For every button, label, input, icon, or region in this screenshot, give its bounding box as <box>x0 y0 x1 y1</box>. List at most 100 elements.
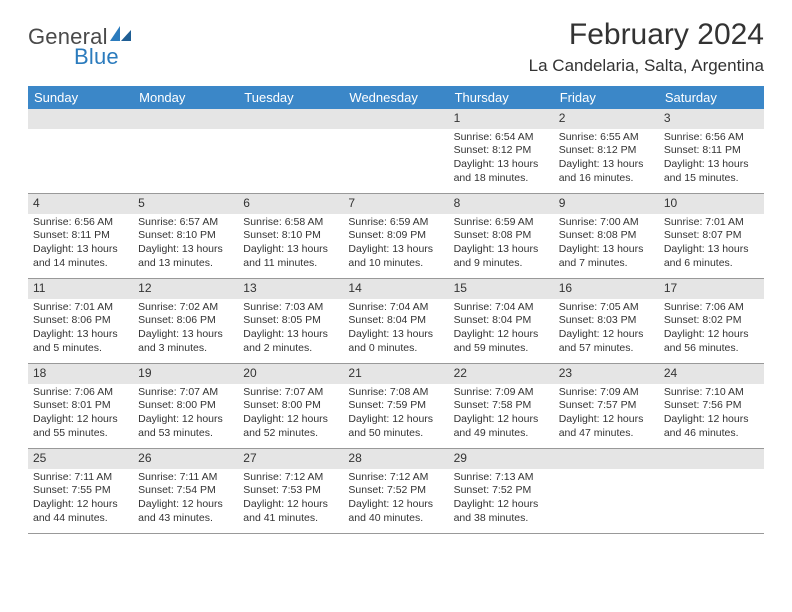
daylight-line-2: and 38 minutes. <box>454 512 549 526</box>
sunrise-line: Sunrise: 7:11 AM <box>138 471 233 485</box>
day-number: 22 <box>454 366 467 380</box>
sunset-line: Sunset: 8:10 PM <box>243 229 338 243</box>
sunrise-line: Sunrise: 6:58 AM <box>243 216 338 230</box>
daylight-line-2: and 16 minutes. <box>559 172 654 186</box>
sunrise-line: Sunrise: 7:09 AM <box>454 386 549 400</box>
sunset-line: Sunset: 7:56 PM <box>664 399 759 413</box>
sunrise-line: Sunrise: 7:09 AM <box>559 386 654 400</box>
daylight-line-2: and 40 minutes. <box>348 512 443 526</box>
daylight-line-1: Daylight: 13 hours <box>454 158 549 172</box>
day-num-bar: 8 <box>449 194 554 214</box>
sunset-line: Sunset: 8:05 PM <box>243 314 338 328</box>
sunrise-line: Sunrise: 6:54 AM <box>454 131 549 145</box>
dow-monday: Monday <box>133 86 238 109</box>
day-cell: 11Sunrise: 7:01 AMSunset: 8:06 PMDayligh… <box>28 279 133 363</box>
month-title: February 2024 <box>529 18 764 52</box>
day-num-bar: 9 <box>554 194 659 214</box>
daylight-line-1: Daylight: 13 hours <box>243 328 338 342</box>
day-number: 14 <box>348 281 361 295</box>
day-cell: 19Sunrise: 7:07 AMSunset: 8:00 PMDayligh… <box>133 364 238 448</box>
day-number: 27 <box>243 451 256 465</box>
sunrise-line: Sunrise: 7:05 AM <box>559 301 654 315</box>
day-number: 19 <box>138 366 151 380</box>
day-cell: 6Sunrise: 6:58 AMSunset: 8:10 PMDaylight… <box>238 194 343 278</box>
day-cell: 13Sunrise: 7:03 AMSunset: 8:05 PMDayligh… <box>238 279 343 363</box>
day-num-bar: 17 <box>659 279 764 299</box>
sunrise-line: Sunrise: 7:11 AM <box>33 471 128 485</box>
day-cell: 4Sunrise: 6:56 AMSunset: 8:11 PMDaylight… <box>28 194 133 278</box>
day-number: 2 <box>559 111 566 125</box>
sunset-line: Sunset: 7:53 PM <box>243 484 338 498</box>
day-number: 11 <box>33 281 45 295</box>
daylight-line-1: Daylight: 12 hours <box>664 328 759 342</box>
dow-wednesday: Wednesday <box>343 86 448 109</box>
daylight-line-2: and 50 minutes. <box>348 427 443 441</box>
calendar: SundayMondayTuesdayWednesdayThursdayFrid… <box>28 86 764 534</box>
day-cell: 8Sunrise: 6:59 AMSunset: 8:08 PMDaylight… <box>449 194 554 278</box>
sunset-line: Sunset: 8:10 PM <box>138 229 233 243</box>
day-num-bar <box>554 449 659 469</box>
daylight-line-1: Daylight: 13 hours <box>559 158 654 172</box>
day-num-bar: 22 <box>449 364 554 384</box>
day-cell-empty <box>28 109 133 193</box>
daylight-line-1: Daylight: 12 hours <box>348 413 443 427</box>
sunset-line: Sunset: 8:02 PM <box>664 314 759 328</box>
daylight-line-1: Daylight: 12 hours <box>348 498 443 512</box>
day-num-bar <box>133 109 238 129</box>
day-cell: 22Sunrise: 7:09 AMSunset: 7:58 PMDayligh… <box>449 364 554 448</box>
sunset-line: Sunset: 8:00 PM <box>138 399 233 413</box>
sunrise-line: Sunrise: 6:55 AM <box>559 131 654 145</box>
sunrise-line: Sunrise: 6:56 AM <box>33 216 128 230</box>
day-num-bar <box>238 109 343 129</box>
sunrise-line: Sunrise: 7:08 AM <box>348 386 443 400</box>
dow-saturday: Saturday <box>659 86 764 109</box>
week-row: 4Sunrise: 6:56 AMSunset: 8:11 PMDaylight… <box>28 194 764 279</box>
week-row: 1Sunrise: 6:54 AMSunset: 8:12 PMDaylight… <box>28 109 764 194</box>
daylight-line-1: Daylight: 12 hours <box>243 413 338 427</box>
day-number: 12 <box>138 281 151 295</box>
day-cell: 12Sunrise: 7:02 AMSunset: 8:06 PMDayligh… <box>133 279 238 363</box>
daylight-line-2: and 52 minutes. <box>243 427 338 441</box>
daylight-line-2: and 59 minutes. <box>454 342 549 356</box>
day-cell: 15Sunrise: 7:04 AMSunset: 8:04 PMDayligh… <box>449 279 554 363</box>
sunrise-line: Sunrise: 7:12 AM <box>243 471 338 485</box>
daylight-line-2: and 43 minutes. <box>138 512 233 526</box>
page: GeneralBlue February 2024 La Candelaria,… <box>0 0 792 552</box>
daylight-line-2: and 6 minutes. <box>664 257 759 271</box>
day-cell: 1Sunrise: 6:54 AMSunset: 8:12 PMDaylight… <box>449 109 554 193</box>
day-number: 1 <box>454 111 461 125</box>
sunset-line: Sunset: 7:57 PM <box>559 399 654 413</box>
daylight-line-2: and 3 minutes. <box>138 342 233 356</box>
day-num-bar: 6 <box>238 194 343 214</box>
day-num-bar: 25 <box>28 449 133 469</box>
sunrise-line: Sunrise: 7:13 AM <box>454 471 549 485</box>
dow-tuesday: Tuesday <box>238 86 343 109</box>
daylight-line-1: Daylight: 12 hours <box>138 413 233 427</box>
daylight-line-1: Daylight: 13 hours <box>138 243 233 257</box>
day-number: 9 <box>559 196 566 210</box>
day-number: 16 <box>559 281 572 295</box>
sunset-line: Sunset: 8:11 PM <box>664 144 759 158</box>
daylight-line-1: Daylight: 13 hours <box>664 243 759 257</box>
logo: GeneralBlue <box>28 24 133 70</box>
day-number: 25 <box>33 451 46 465</box>
daylight-line-2: and 11 minutes. <box>243 257 338 271</box>
day-cell: 10Sunrise: 7:01 AMSunset: 8:07 PMDayligh… <box>659 194 764 278</box>
daylight-line-1: Daylight: 13 hours <box>33 328 128 342</box>
daylight-line-2: and 14 minutes. <box>33 257 128 271</box>
day-cell: 17Sunrise: 7:06 AMSunset: 8:02 PMDayligh… <box>659 279 764 363</box>
sunset-line: Sunset: 7:58 PM <box>454 399 549 413</box>
daylight-line-2: and 49 minutes. <box>454 427 549 441</box>
week-row: 25Sunrise: 7:11 AMSunset: 7:55 PMDayligh… <box>28 449 764 534</box>
day-num-bar <box>343 109 448 129</box>
sunset-line: Sunset: 8:11 PM <box>33 229 128 243</box>
sunrise-line: Sunrise: 7:10 AM <box>664 386 759 400</box>
daylight-line-1: Daylight: 12 hours <box>454 328 549 342</box>
day-num-bar: 28 <box>343 449 448 469</box>
sunrise-line: Sunrise: 7:04 AM <box>348 301 443 315</box>
daylight-line-1: Daylight: 12 hours <box>664 413 759 427</box>
day-number: 28 <box>348 451 361 465</box>
header: GeneralBlue February 2024 La Candelaria,… <box>28 18 764 76</box>
day-cell: 7Sunrise: 6:59 AMSunset: 8:09 PMDaylight… <box>343 194 448 278</box>
daylight-line-1: Daylight: 13 hours <box>454 243 549 257</box>
